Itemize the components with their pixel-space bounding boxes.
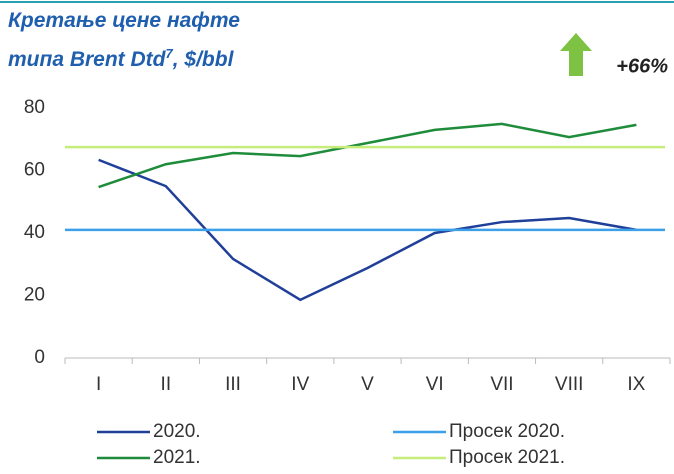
x-tick-label: II xyxy=(161,374,172,395)
title-footnote: 7 xyxy=(166,46,174,61)
chart-title: типа Brent Dtd7, $/bbl xyxy=(8,46,235,71)
y-tick-label: 0 xyxy=(34,347,45,368)
title-part: типа Brent Dtd xyxy=(8,48,167,71)
chart-title: Кретање цене нафте xyxy=(8,9,240,32)
x-tick-label: III xyxy=(225,374,241,395)
series-line xyxy=(98,158,637,302)
x-tick-label: IX xyxy=(627,374,645,395)
y-tick-label: 20 xyxy=(24,285,45,306)
legend-label: Просек 2020. xyxy=(449,421,565,442)
x-tick-label: I xyxy=(96,374,101,395)
legend-label: Просек 2021. xyxy=(449,447,565,468)
y-tick-label: 40 xyxy=(24,222,45,243)
x-tick-label: IV xyxy=(291,374,309,395)
annotation: +66% xyxy=(616,55,668,77)
y-tick-label: 60 xyxy=(24,160,45,181)
x-tick-label: V xyxy=(361,374,374,395)
up-arrow xyxy=(560,33,592,76)
y-tick-label: 80 xyxy=(24,97,45,118)
x-tick-label: VII xyxy=(490,374,513,395)
series-line xyxy=(98,122,637,189)
legend-label: 2021. xyxy=(153,447,201,468)
title-part: , $/bbl xyxy=(172,48,235,71)
x-tick-label: VIII xyxy=(555,374,584,395)
x-tick-label: VI xyxy=(426,374,444,395)
legend-label: 2020. xyxy=(153,421,201,442)
